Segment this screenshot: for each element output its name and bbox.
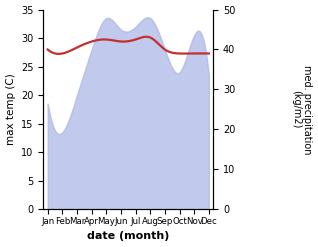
X-axis label: date (month): date (month) [87,231,169,242]
Y-axis label: med. precipitation
(kg/m2): med. precipitation (kg/m2) [291,65,313,154]
Y-axis label: max temp (C): max temp (C) [5,74,16,145]
